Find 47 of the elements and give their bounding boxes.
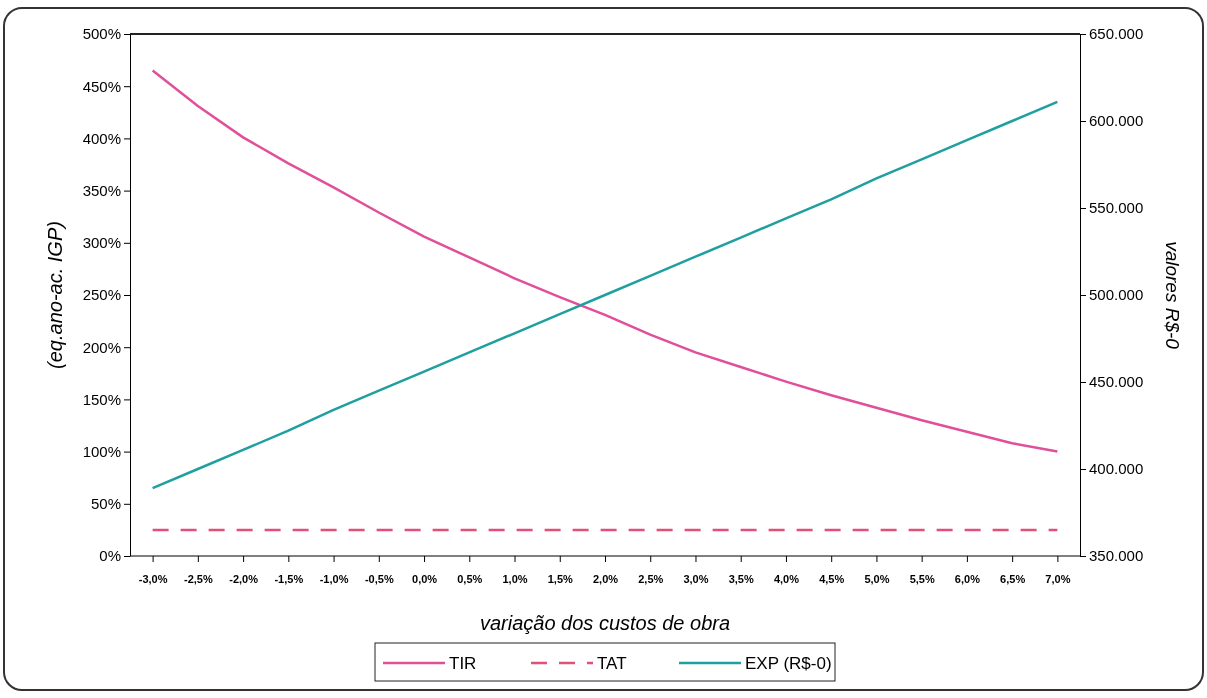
x-tick-label: 6,5% (1000, 572, 1026, 585)
y-tick-label: 500% (82, 25, 121, 43)
y2-tick-label: 650.000 (1089, 25, 1144, 43)
y-axis-title: (eq.ano-ac. IGP) (44, 221, 66, 369)
y-tick-label: 400% (82, 129, 121, 147)
y-tick-label: 200% (82, 338, 121, 356)
x-tick-label: 3,0% (683, 572, 709, 585)
x-tick-label: -1,0% (319, 572, 349, 585)
line-series (151, 69, 1059, 453)
legend-label: TAT (597, 654, 627, 673)
y-tick-label: 100% (82, 442, 121, 460)
y-tick-label: 350% (82, 181, 121, 199)
x-tick-label: -2,5% (183, 572, 213, 585)
x-tick-label: 4,0% (773, 572, 800, 585)
y2-tick-label: 450.000 (1089, 373, 1144, 391)
y-tick-label: 150% (82, 390, 121, 408)
x-tick-label: 0,5% (457, 572, 483, 585)
y-tick-label: 0% (99, 547, 121, 565)
y-tick-label: 50% (90, 495, 121, 513)
y-tick-label: 300% (82, 234, 121, 252)
y-tick-label: 450% (82, 77, 121, 95)
x-tick-label: 5,5% (909, 572, 935, 585)
x-tick-label: 3,5% (728, 572, 754, 585)
y2-tick-label: 350.000 (1089, 547, 1144, 565)
legend-label: EXP (R$-0) (745, 654, 832, 673)
x-tick-label: 6,0% (954, 572, 981, 585)
legend-label: TIR (449, 654, 477, 673)
x-tick-label: 1,0% (502, 572, 528, 585)
x-tick-label: 7,0% (1045, 572, 1071, 585)
y2-tick-label: 600.000 (1089, 112, 1144, 130)
x-axis-title: variação dos custos de obra (479, 612, 731, 634)
y2-tick-label: 500.000 (1089, 286, 1144, 304)
x-tick-label: 1,5% (547, 572, 574, 585)
y2-axis-title: valores R$-0 (1162, 241, 1183, 350)
x-tick-label: 5,0% (864, 572, 890, 585)
x-tick-label: 0,0% (412, 572, 438, 585)
x-tick-label: -0,5% (364, 572, 394, 585)
x-tick-label: 2,0% (592, 572, 619, 585)
y-tick-label: 250% (82, 286, 121, 304)
x-tick-label: 4,5% (819, 572, 845, 585)
y2-tick-label: 400.000 (1089, 460, 1144, 478)
line-series (151, 100, 1059, 490)
y2-tick-label: 550.000 (1089, 199, 1144, 217)
x-tick-label: -3,0% (138, 572, 168, 585)
x-tick-label: 2,5% (638, 572, 664, 585)
x-tick-label: -1,5% (274, 572, 304, 585)
x-tick-label: -2,0% (229, 572, 259, 585)
